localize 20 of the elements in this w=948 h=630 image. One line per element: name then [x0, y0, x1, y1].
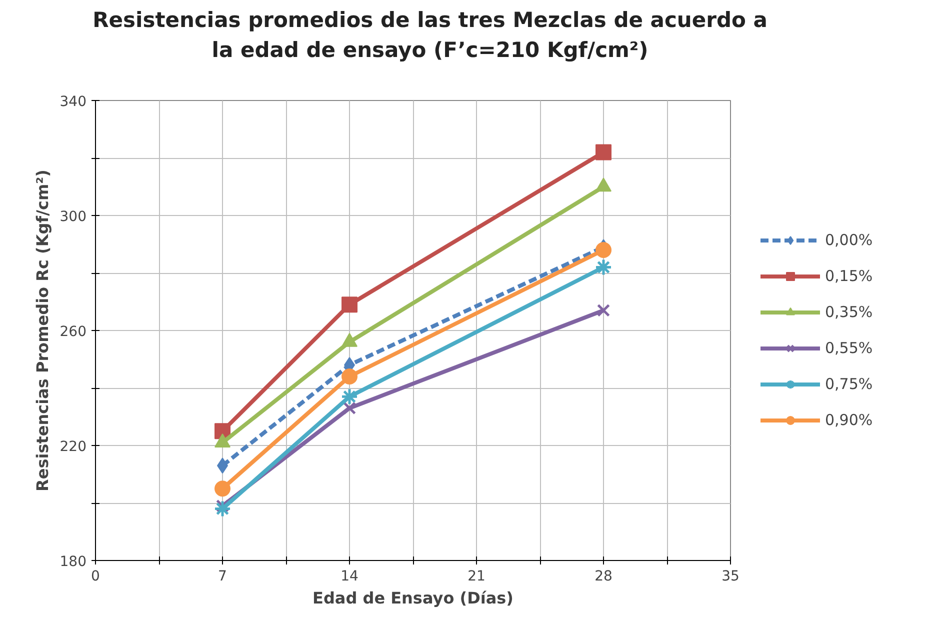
x-tick-label: 21: [468, 568, 486, 584]
x-axis-title: Edad de Ensayo (Días): [312, 588, 514, 608]
legend-label: 0,90%: [825, 411, 873, 429]
x-tick-label: 0: [91, 568, 100, 584]
y-tick-label: 260: [60, 324, 87, 340]
legend-label: 0,75%: [825, 375, 873, 393]
legend-label: 0,15%: [825, 267, 873, 285]
legend-label: 0,35%: [825, 303, 873, 321]
chart-title: Resistencias promedios de las tres Mezclas de acuerdo a la edad de ensayo (F’c=210 Kgf/cm²): [92, 7, 768, 64]
legend-label: 0,00%: [825, 231, 873, 249]
x-tick-label: 14: [340, 568, 358, 584]
x-tick-label: 7: [218, 568, 227, 584]
y-tick-label: 300: [60, 209, 87, 225]
x-tick-label: 28: [594, 568, 612, 584]
y-axis-title: Resistencias Promedio Rc (Kgf/cm²): [32, 170, 52, 492]
legend-label: 0,55%: [825, 339, 873, 357]
x-tick-label: 35: [722, 568, 740, 584]
y-tick-label: 180: [60, 554, 87, 570]
y-tick-label: 220: [60, 439, 87, 455]
y-tick-label: 340: [60, 94, 87, 110]
